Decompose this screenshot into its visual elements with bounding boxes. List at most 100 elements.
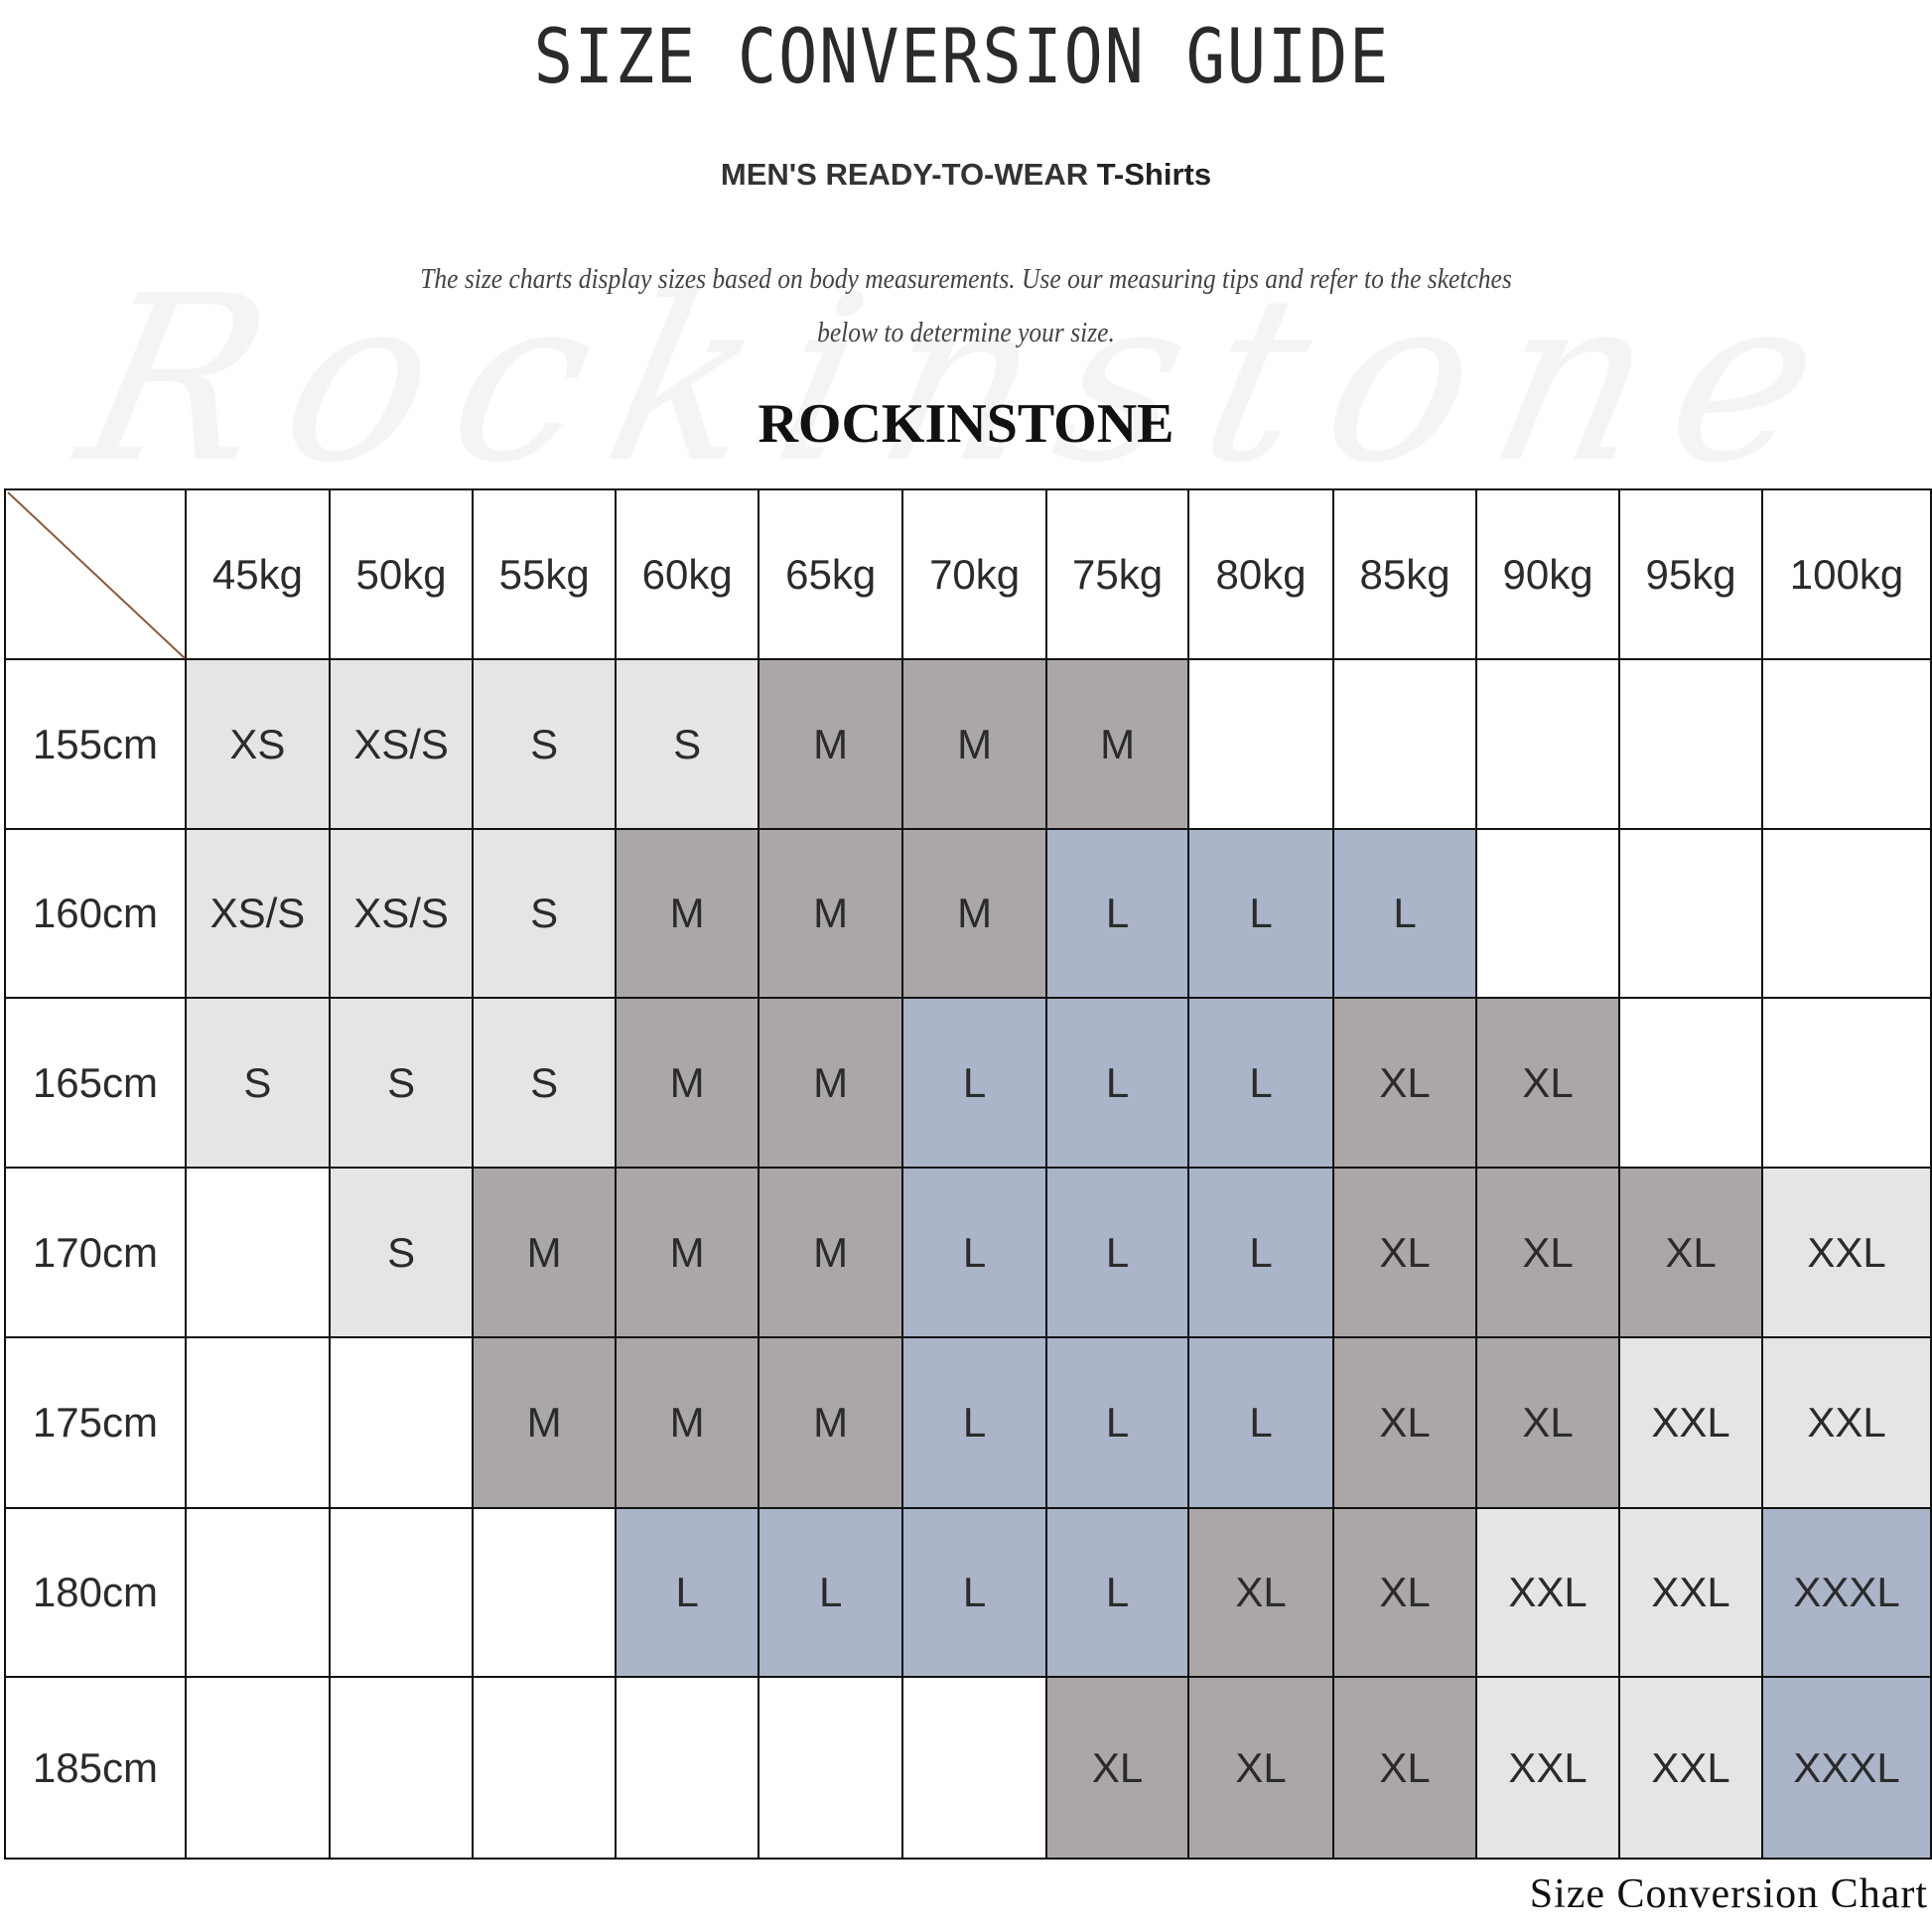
size-cell [901, 1676, 1048, 1860]
size-cell: XL [1332, 1507, 1478, 1678]
size-cell: L [1187, 1167, 1335, 1338]
size-cell: L [758, 1507, 904, 1678]
size-table: 45kg 50kg 55kg 60kg 65kg 70kg 75kg 80kg 85kg 90kg… [4, 488, 1932, 1860]
weight-header: 80kg [1187, 488, 1335, 660]
size-cell [615, 1676, 760, 1860]
size-cell: L [1045, 997, 1190, 1169]
table-row: 180cm L L L L XL XL XXL XXL XXXL [4, 1507, 1932, 1678]
size-cell: XL [1332, 1167, 1478, 1338]
size-cell [1761, 828, 1932, 999]
size-cell [1761, 658, 1932, 830]
size-cell: M [758, 658, 904, 830]
size-cell: L [901, 1167, 1048, 1338]
size-cell: M [472, 1167, 618, 1338]
subtitle-main: MEN'S READY-TO-WEAR [720, 157, 1097, 192]
size-cell: L [1045, 828, 1190, 999]
size-cell [1618, 828, 1764, 999]
size-cell: XL [1332, 1336, 1478, 1509]
header-row: 45kg 50kg 55kg 60kg 65kg 70kg 75kg 80kg 85kg 90kg… [4, 488, 1932, 660]
height-header: 165cm [4, 997, 187, 1169]
size-cell [328, 1336, 475, 1509]
size-cell [472, 1676, 618, 1860]
height-header: 155cm [4, 658, 187, 830]
size-cell: M [472, 1336, 618, 1509]
size-cell [1475, 828, 1621, 999]
diagonal-line [7, 491, 186, 659]
size-cell: XL [1045, 1676, 1190, 1860]
size-cell: XS/S [184, 828, 332, 999]
size-cell: XS/S [328, 828, 475, 999]
size-cell: XL [1618, 1167, 1764, 1338]
size-cell [184, 1676, 332, 1860]
weight-header: 85kg [1332, 488, 1478, 660]
height-header: 185cm [4, 1676, 187, 1860]
weight-header: 45kg [184, 488, 332, 660]
size-cell: M [758, 828, 904, 999]
caption: Size Conversion Chart [1529, 1871, 1928, 1917]
size-cell: L [901, 1336, 1048, 1509]
description-line-2: below to determine your size. [817, 317, 1115, 348]
size-cell [1187, 658, 1335, 830]
weight-header: 75kg [1045, 488, 1190, 660]
table-row: 155cm XS XS/S S S M M M [4, 658, 1932, 830]
size-cell: L [1187, 997, 1335, 1169]
weight-header: 70kg [901, 488, 1048, 660]
size-cell [1475, 658, 1621, 830]
size-cell: M [901, 658, 1048, 830]
description: The size charts display sizes based on b… [116, 252, 1816, 359]
size-cell: M [615, 1336, 760, 1509]
size-cell: XXL [1618, 1676, 1764, 1860]
size-cell: S [184, 997, 332, 1169]
size-cell: M [615, 1167, 760, 1338]
size-cell: XXL [1761, 1167, 1932, 1338]
size-cell [1761, 997, 1932, 1169]
size-cell [472, 1507, 618, 1678]
subtitle-product: T-Shirts [1096, 157, 1212, 192]
size-cell [184, 1167, 332, 1338]
size-cell: L [1332, 828, 1478, 999]
table-row: 175cm M M M L L L XL XL XXL XXL [4, 1336, 1932, 1509]
table-row: 165cm S S S M M L L L XL XL [4, 997, 1932, 1169]
size-cell: M [901, 828, 1048, 999]
height-header: 180cm [4, 1507, 187, 1678]
weight-header: 60kg [615, 488, 760, 660]
size-cell [758, 1676, 904, 1860]
size-cell: S [615, 658, 760, 830]
size-cell: XS [184, 658, 332, 830]
size-cell: L [1045, 1167, 1190, 1338]
table-row: 160cm XS/S XS/S S M M M L L L [4, 828, 1932, 999]
size-cell: XXL [1618, 1507, 1764, 1678]
size-cell: L [1045, 1507, 1190, 1678]
weight-header: 95kg [1618, 488, 1764, 660]
size-cell: L [615, 1507, 760, 1678]
size-cell: XL [1332, 1676, 1478, 1860]
size-cell: S [328, 1167, 475, 1338]
size-cell: XL [1475, 1167, 1621, 1338]
size-cell: L [1187, 828, 1335, 999]
size-cell [1618, 997, 1764, 1169]
corner-cell [4, 488, 187, 660]
size-cell: L [1187, 1336, 1335, 1509]
size-cell: S [328, 997, 475, 1169]
size-cell [184, 1336, 332, 1509]
weight-header: 90kg [1475, 488, 1621, 660]
size-cell: L [901, 997, 1048, 1169]
size-cell: XL [1332, 997, 1478, 1169]
size-cell: XL [1475, 997, 1621, 1169]
size-cell [328, 1507, 475, 1678]
height-header: 170cm [4, 1167, 187, 1338]
size-cell: M [758, 1336, 904, 1509]
size-cell: XXXL [1761, 1507, 1932, 1678]
weight-header: 50kg [328, 488, 475, 660]
size-cell: M [758, 1167, 904, 1338]
height-header: 160cm [4, 828, 187, 999]
size-cell: XXL [1475, 1676, 1621, 1860]
size-cell: M [1045, 658, 1190, 830]
size-cell: L [901, 1507, 1048, 1678]
size-cell: XS/S [328, 658, 475, 830]
subtitle: MEN'S READY-TO-WEAR T-Shirts [0, 157, 1932, 193]
size-cell: S [472, 997, 618, 1169]
weight-header: 55kg [472, 488, 618, 660]
size-cell: XXXL [1761, 1676, 1932, 1860]
size-cell [328, 1676, 475, 1860]
